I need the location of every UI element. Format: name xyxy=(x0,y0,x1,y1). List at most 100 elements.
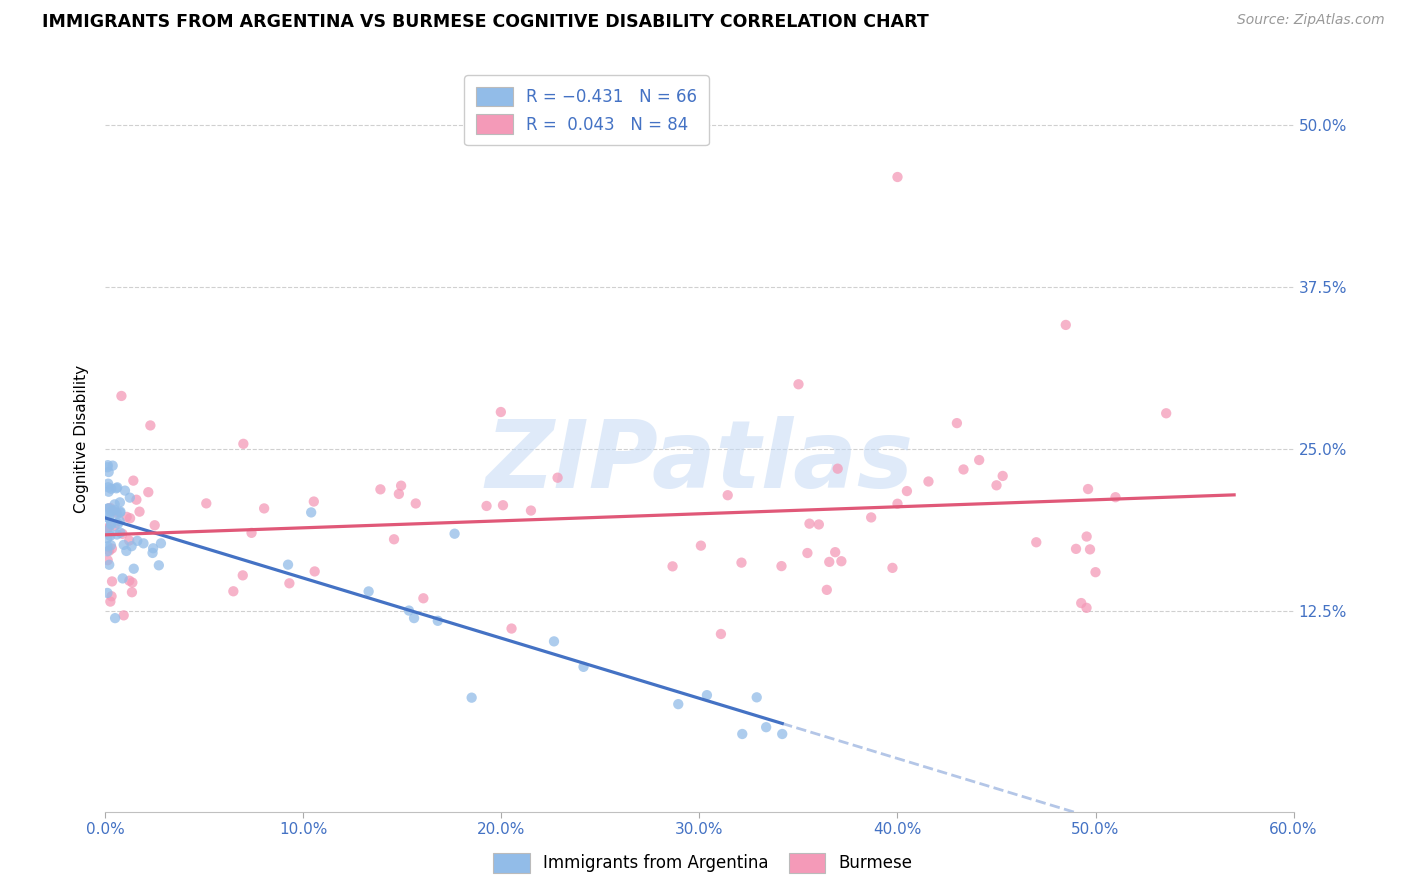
Point xyxy=(547,471,569,485)
Point xyxy=(302,494,325,508)
Point xyxy=(815,582,838,597)
Point xyxy=(304,565,326,579)
Point xyxy=(115,544,138,558)
Point xyxy=(661,559,683,574)
Point xyxy=(97,476,120,491)
Point xyxy=(731,727,754,741)
Point xyxy=(122,562,145,576)
Point xyxy=(132,536,155,550)
Point xyxy=(492,498,515,512)
Point xyxy=(543,634,565,648)
Point xyxy=(195,496,218,510)
Point xyxy=(986,478,1008,492)
Point xyxy=(917,475,939,489)
Point xyxy=(97,480,120,494)
Point xyxy=(1025,535,1047,549)
Point xyxy=(389,478,412,492)
Point xyxy=(97,553,120,567)
Point xyxy=(142,541,165,556)
Point xyxy=(830,554,852,568)
Point xyxy=(101,504,124,518)
Point xyxy=(799,516,821,531)
Point xyxy=(108,506,131,520)
Point xyxy=(967,453,990,467)
Point xyxy=(412,591,434,606)
Point xyxy=(142,546,165,560)
Point xyxy=(299,505,322,519)
Point xyxy=(807,517,830,532)
Point xyxy=(278,576,301,591)
Point xyxy=(96,522,118,536)
Point xyxy=(501,622,523,636)
Point xyxy=(787,377,810,392)
Point xyxy=(96,531,118,545)
Point xyxy=(122,474,145,488)
Point xyxy=(690,539,713,553)
Point xyxy=(952,462,974,476)
Point xyxy=(382,533,405,547)
Point xyxy=(118,533,141,548)
Point xyxy=(886,497,908,511)
Point xyxy=(96,510,118,524)
Point xyxy=(824,545,846,559)
Point xyxy=(405,496,427,510)
Point xyxy=(827,461,849,475)
Point xyxy=(96,502,118,516)
Point xyxy=(104,519,127,533)
Point xyxy=(107,516,129,531)
Point xyxy=(104,611,127,625)
Point xyxy=(121,539,143,553)
Point xyxy=(991,469,1014,483)
Point xyxy=(97,501,120,516)
Point xyxy=(97,458,120,473)
Point xyxy=(882,561,904,575)
Point xyxy=(98,511,121,525)
Point xyxy=(253,501,276,516)
Text: Source: ZipAtlas.com: Source: ZipAtlas.com xyxy=(1237,13,1385,28)
Point xyxy=(860,510,883,524)
Point xyxy=(101,541,124,556)
Point xyxy=(125,492,148,507)
Point xyxy=(96,460,118,475)
Point xyxy=(105,505,128,519)
Point xyxy=(96,544,118,558)
Point xyxy=(770,727,793,741)
Point xyxy=(97,523,120,537)
Point xyxy=(110,505,132,519)
Text: IMMIGRANTS FROM ARGENTINA VS BURMESE COGNITIVE DISABILITY CORRELATION CHART: IMMIGRANTS FROM ARGENTINA VS BURMESE COG… xyxy=(42,13,929,31)
Point xyxy=(114,483,136,498)
Point xyxy=(96,539,118,553)
Point xyxy=(222,584,245,599)
Point xyxy=(745,690,768,705)
Point xyxy=(98,500,121,515)
Point xyxy=(121,585,143,599)
Point xyxy=(149,536,172,550)
Point xyxy=(139,418,162,433)
Point xyxy=(398,603,420,617)
Point xyxy=(1104,490,1126,504)
Point xyxy=(112,538,135,552)
Point xyxy=(426,614,449,628)
Point xyxy=(136,485,159,500)
Point xyxy=(1076,530,1098,544)
Point xyxy=(96,521,118,535)
Point xyxy=(98,529,121,543)
Point xyxy=(666,697,689,711)
Point xyxy=(101,458,124,473)
Point xyxy=(696,688,718,702)
Point xyxy=(770,559,793,574)
Point xyxy=(818,555,841,569)
Point xyxy=(232,568,254,582)
Point xyxy=(111,571,134,585)
Point xyxy=(110,389,132,403)
Legend: Immigrants from Argentina, Burmese: Immigrants from Argentina, Burmese xyxy=(486,847,920,880)
Point xyxy=(886,169,908,184)
Point xyxy=(388,487,411,501)
Point xyxy=(896,484,918,499)
Point xyxy=(489,405,512,419)
Point xyxy=(475,499,498,513)
Point xyxy=(710,627,733,641)
Point xyxy=(1077,482,1099,496)
Point xyxy=(121,575,143,590)
Point xyxy=(98,558,121,572)
